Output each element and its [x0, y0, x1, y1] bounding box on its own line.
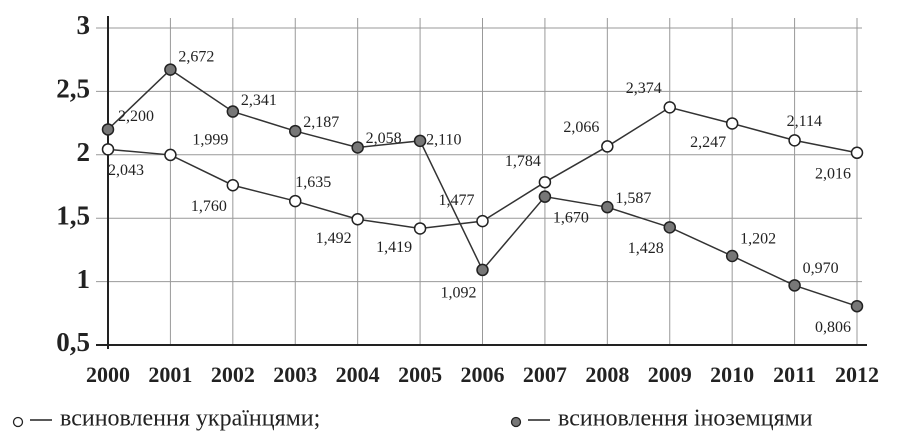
value-label: 2,066: [563, 119, 599, 136]
x-tick-label: 2006: [461, 362, 505, 387]
y-tick-label: 0,5: [56, 327, 90, 357]
data-point: [538, 175, 552, 189]
x-tick-label: 2009: [648, 362, 692, 387]
data-point: [413, 134, 427, 148]
data-point: [164, 148, 177, 162]
x-tick-label: 2001: [148, 362, 192, 387]
data-point: [413, 222, 427, 235]
data-point: [226, 105, 240, 118]
value-label: 0,970: [803, 260, 839, 277]
data-point: [101, 123, 115, 136]
data-point: [538, 190, 552, 203]
value-label: 2,110: [426, 132, 461, 149]
value-label: 1,092: [441, 285, 477, 302]
value-label: 1,999: [192, 132, 228, 149]
value-label: 1,670: [553, 209, 589, 226]
data-point: [351, 212, 364, 226]
x-tick-label: 2000: [86, 362, 130, 387]
value-label: 1,428: [628, 240, 664, 257]
y-tick-label: 1: [77, 264, 91, 294]
x-tick-label: 2003: [273, 362, 317, 387]
x-tick-label: 2011: [773, 362, 816, 387]
data-point: [601, 200, 614, 214]
data-point: [476, 214, 489, 228]
data-point: [725, 249, 739, 263]
y-tick-label: 2: [77, 137, 91, 167]
data-point: [788, 134, 801, 147]
data-point: [850, 299, 864, 313]
x-tick-label: 2007: [523, 362, 567, 387]
x-tick-label: 2004: [336, 362, 380, 387]
y-tick-label: 2,5: [56, 74, 90, 104]
value-label: 1,784: [505, 153, 541, 170]
data-point: [663, 221, 676, 234]
value-label: 2,043: [108, 162, 144, 179]
value-label: 2,374: [626, 80, 662, 97]
data-point: [226, 178, 240, 192]
value-label: 1,492: [316, 230, 352, 247]
legend-marker: [12, 416, 24, 428]
data-point: [788, 279, 801, 292]
data-point: [476, 263, 489, 277]
value-label: 1,419: [376, 239, 412, 256]
value-label: 1,202: [740, 231, 776, 248]
data-point: [289, 124, 302, 138]
x-tick-label: 2008: [585, 362, 629, 387]
value-label: 1,587: [615, 190, 651, 207]
x-tick-label: 2005: [398, 362, 442, 387]
value-label: 2,058: [366, 130, 402, 147]
value-label: 2,016: [815, 165, 851, 182]
data-point: [725, 117, 739, 130]
y-tick-label: 1,5: [56, 200, 90, 230]
x-tick-label: 2010: [710, 362, 754, 387]
legend-label: всиновлення іноземцями: [558, 406, 813, 432]
data-point: [289, 194, 302, 208]
value-label: 1,760: [191, 198, 227, 215]
legend-marker: [510, 416, 522, 428]
data-point: [601, 140, 614, 153]
value-label: 2,114: [787, 113, 822, 130]
data-point: [663, 101, 676, 114]
legend-label: всиновлення українцями;: [60, 406, 320, 432]
value-label: 2,200: [118, 108, 154, 125]
data-point: [351, 141, 364, 154]
value-label: 2,341: [241, 92, 277, 109]
value-label: 2,672: [178, 48, 214, 65]
data-point: [164, 63, 177, 76]
value-label: 1,477: [439, 192, 475, 209]
data-point: [850, 146, 864, 160]
value-label: 1,635: [295, 174, 331, 191]
value-label: 2,247: [690, 134, 726, 151]
y-tick-label: 3: [77, 10, 91, 40]
data-point: [101, 143, 115, 156]
value-label: 0,806: [815, 319, 851, 336]
x-tick-label: 2012: [835, 362, 879, 387]
value-label: 2,187: [303, 114, 339, 131]
x-tick-label: 2002: [211, 362, 255, 387]
